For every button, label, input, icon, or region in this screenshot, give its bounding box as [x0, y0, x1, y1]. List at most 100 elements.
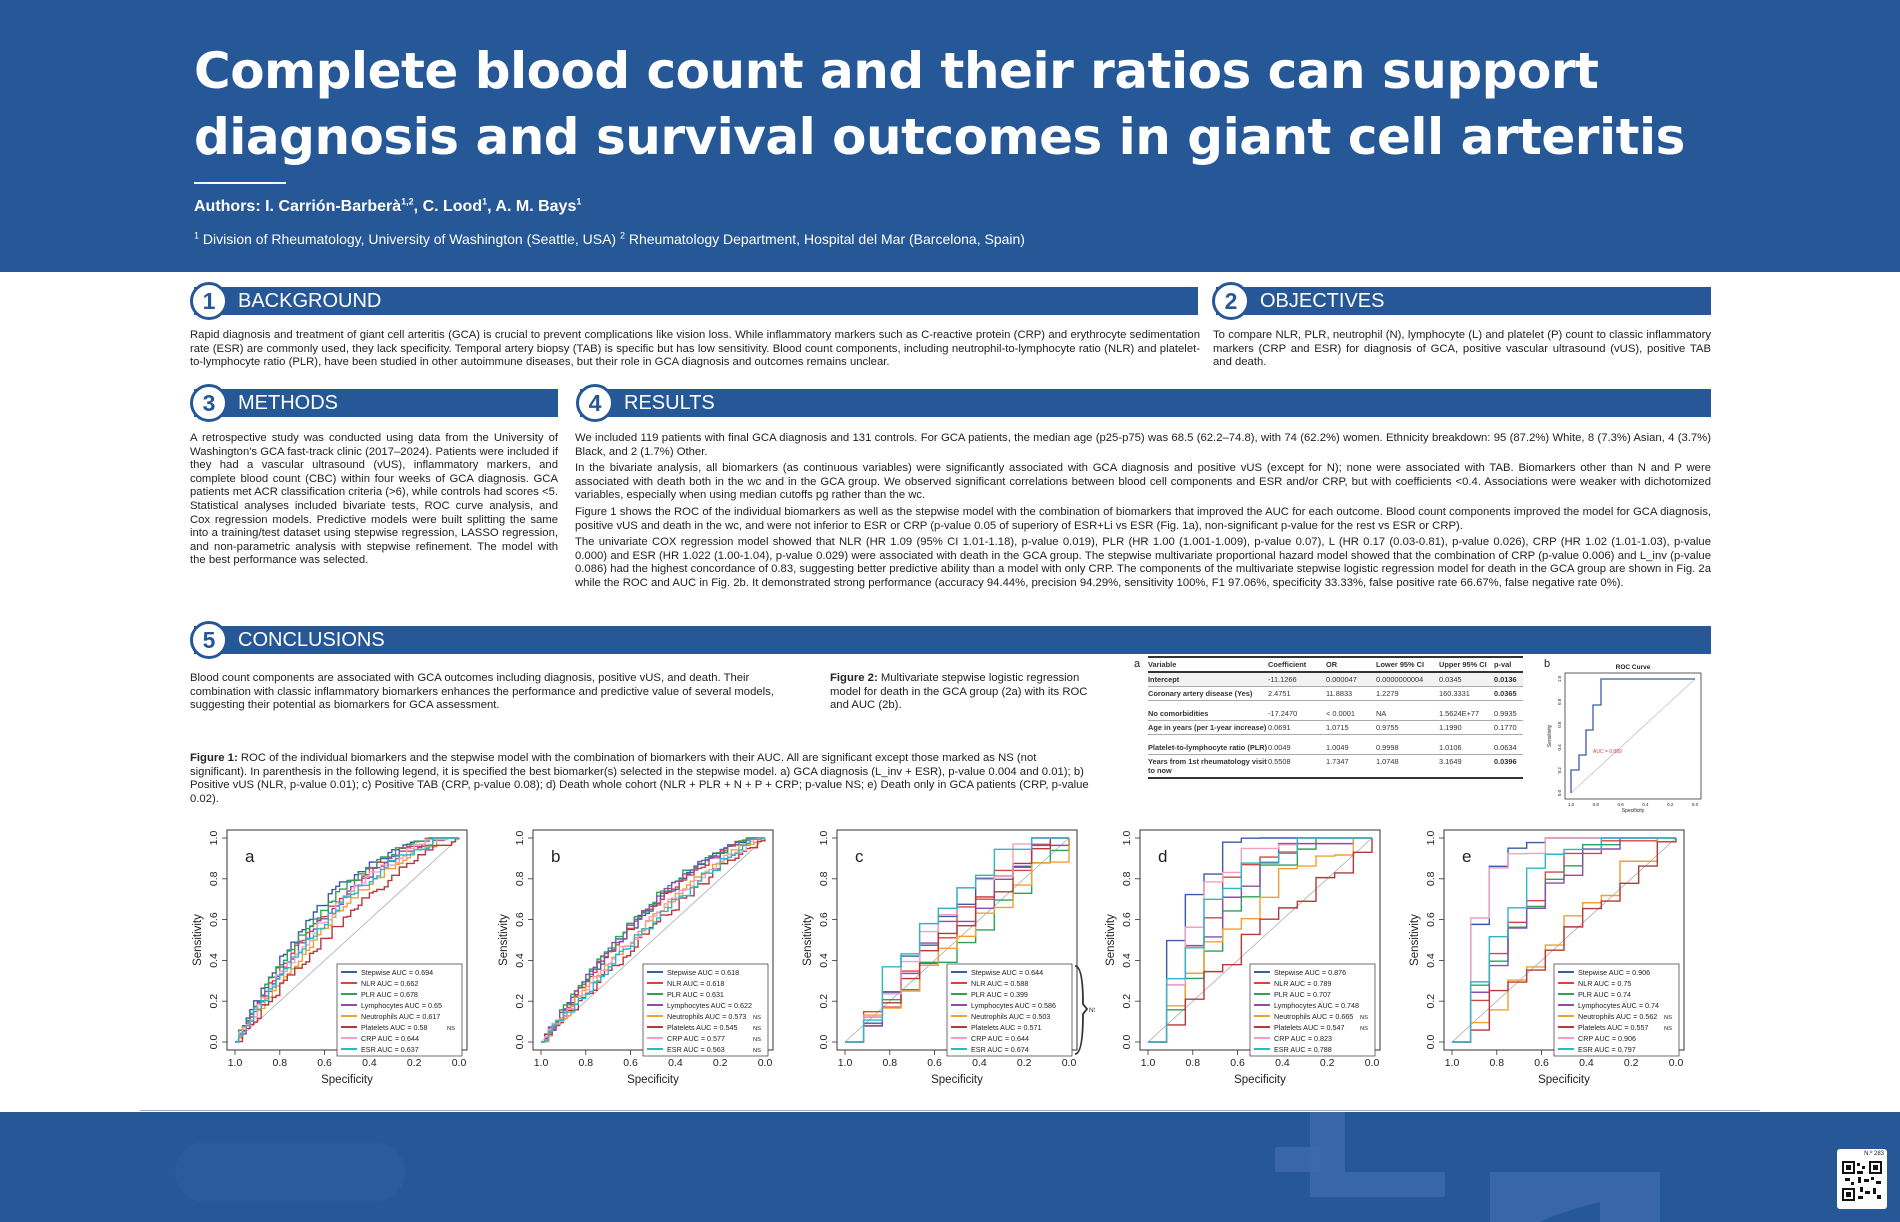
qr-code[interactable]: N.º 283 [1837, 1149, 1887, 1209]
table-row: Coronary artery disease (Yes) 2.4751 11.88… [1148, 687, 1523, 701]
table-cell: 0.0345 [1439, 675, 1462, 684]
legend-label: ESR AUC = 0.637 [361, 1045, 419, 1054]
roc-chart-d-svg: d 1.0 0.8 0.6 0.4 0.2 0.0 0.0 0.2 0.4 0.6 0.8 1.0 Spe… [1105, 829, 1381, 1086]
roc-chart-d: d 1.0 0.8 0.6 0.4 0.2 0.0 0.0 0.2 0.4 0.6 0.8 1.0 Spe… [1098, 822, 1398, 1097]
legend-box [946, 963, 1073, 1057]
roc-line-esr [1452, 837, 1676, 1043]
x-tick-label: 1.0 [534, 1057, 549, 1069]
y-tick-label: 0.0 [1425, 1035, 1437, 1050]
y-tick-label: 1.0 [818, 831, 830, 846]
table-row: Intercept -11.1266 0.000047 0.0000000004 0.0… [1148, 673, 1523, 687]
section-title: METHODS [238, 391, 338, 414]
y-tick-label: 0.2 [514, 994, 526, 1009]
legend-ns-mark: NS [753, 1037, 761, 1043]
legend-label: PLR AUC = 0.678 [361, 990, 418, 999]
legend-box [336, 963, 463, 1057]
roc-line-lymphocytes [1452, 837, 1676, 1043]
figure-2b-svg: ROC Curve AUC = 0.889 Sensitivity Specif… [1547, 664, 1702, 814]
results-paragraph-1: We included 119 patients with final GCA … [575, 432, 1711, 458]
y-tick-label: 0.8 [1425, 871, 1437, 886]
table-row: Platelet-to-lymphocyte ratio (PLR) 0.0049… [1148, 741, 1523, 755]
fig2b-xtick: 0.2 [1667, 802, 1674, 807]
legend-label: Neutrophils AUC = 0.562 [1578, 1012, 1657, 1021]
section-number: 3 [190, 384, 228, 422]
title-line-1: Complete blood count and their ratios ca… [194, 42, 1599, 100]
legend-label: ESR AUC = 0.674 [971, 1045, 1029, 1054]
legend-label: CRP AUC = 0.644 [361, 1034, 419, 1043]
affil-sup-1: 1 [194, 230, 200, 241]
section-number: 5 [190, 621, 228, 659]
roc-line-platelets [1148, 838, 1373, 1043]
y-tick-label: 0.6 [514, 912, 526, 927]
section-results-header: 4 RESULTS [576, 384, 1711, 422]
y-tick-label: 0.6 [208, 912, 220, 927]
y-axis-label: Sensitivity [1409, 914, 1421, 966]
legend-label: Neutrophils AUC = 0.665 [1274, 1012, 1353, 1021]
author-1-affil: 1,2 [401, 196, 414, 207]
legend-box [1553, 963, 1680, 1057]
legend-ns-mark: NS [447, 1026, 455, 1032]
authors: Authors: I. Carrión-Barberà1,2, C. Lood1… [194, 196, 582, 215]
x-tick-label: 0.0 [758, 1057, 773, 1069]
author-1: I. Carrión-Barberà [265, 198, 402, 215]
panel-letter: d [1158, 847, 1167, 866]
legend-box [642, 963, 769, 1057]
roc-chart-e-svg: e 1.0 0.8 0.6 0.4 0.2 0.0 0.0 0.2 0.4 0.6 0.8 1.0 Spe… [1409, 829, 1685, 1086]
x-tick-label: 0.6 [927, 1057, 942, 1069]
table-cell: 1.0106 [1439, 743, 1462, 752]
section-background-header: 1 BACKGROUND [190, 282, 1198, 320]
x-axis-label: Specificity [627, 1074, 679, 1086]
x-tick-label: 0.0 [1062, 1057, 1077, 1069]
author-3-affil: 1 [576, 196, 582, 207]
table-cell: 0.1770 [1494, 723, 1517, 732]
legend-label: Lymphocytes AUC = 0.74 [1578, 1001, 1659, 1010]
legend-label: Neutrophils AUC = 0.573 [667, 1012, 746, 1021]
figure-1-label: Figure 1: [190, 752, 238, 764]
table-row: Years from 1st rheumatology visit to now… [1148, 755, 1523, 779]
roc-line-plr [235, 837, 459, 1043]
table-cell: Years from 1st rheumatology visit to now [1148, 757, 1267, 775]
footer-ornament-left [1310, 1112, 1445, 1197]
roc-line-esr [1148, 837, 1372, 1043]
section-title: RESULTS [624, 391, 715, 414]
x-tick-label: 0.6 [317, 1057, 332, 1069]
figure-2b-roc: ROC Curve AUC = 0.889 Sensitivity Specif… [1543, 660, 1703, 815]
fig2b-ytick: 0.2 [1557, 767, 1562, 774]
y-tick-label: 0.0 [818, 1035, 830, 1050]
roc-chart-c-svg: c 1.0 0.8 0.6 0.4 0.2 0.0 0.0 0.2 0.4 0.6 0.8 1.0 Spe… [802, 829, 1099, 1086]
panel-letter: a [245, 847, 255, 866]
table-cell: 1.1990 [1439, 723, 1462, 732]
x-axis-label: Specificity [1538, 1074, 1590, 1086]
section-title: BACKGROUND [238, 289, 382, 312]
y-tick-label: 0.8 [208, 871, 220, 886]
table-cell: 0.0691 [1268, 723, 1291, 732]
y-tick-label: 0.8 [1121, 871, 1133, 886]
y-tick-label: 0.6 [818, 912, 830, 927]
author-2-affil: 1 [482, 196, 488, 207]
fig2b-ylabel: Sensitivity [1547, 724, 1553, 747]
roc-chart-b-svg: b 1.0 0.8 0.6 0.4 0.2 0.0 0.0 0.2 0.4 0.6 0.8 1.0 Spe… [498, 829, 774, 1086]
results-paragraph-3: Figure 1 shows the ROC of the individual… [575, 505, 1711, 532]
table-cell: Age in years (per 1-year increase) [1148, 723, 1267, 732]
table-cell: 1.5624E+77 [1439, 709, 1480, 718]
title-divider [194, 182, 286, 184]
fig2b-xtick: 0.0 [1692, 802, 1699, 807]
figure-2-label: Figure 2: [830, 672, 878, 684]
legend-label: PLR AUC = 0.707 [1274, 990, 1331, 999]
table-cell: 1.0748 [1376, 757, 1399, 766]
footer-ornament-small [1275, 1147, 1320, 1172]
x-tick-label: 0.4 [362, 1057, 377, 1069]
table-cell: -17.2470 [1268, 709, 1298, 718]
affiliation-1: Division of Rheumatology, University of … [199, 231, 620, 247]
poster-footer [0, 1112, 1900, 1222]
footer-logo-shape [175, 1142, 405, 1202]
footer-decoration [175, 1112, 1660, 1222]
x-tick-label: 0.2 [713, 1057, 728, 1069]
figure-1-caption: Figure 1: ROC of the individual biomarke… [190, 752, 1095, 806]
figure-2b-letter: b [1544, 658, 1551, 670]
x-tick-label: 0.8 [1185, 1057, 1200, 1069]
y-tick-label: 0.0 [208, 1035, 220, 1050]
y-axis-label: Sensitivity [802, 914, 814, 966]
y-axis-label: Sensitivity [1105, 914, 1117, 966]
y-tick-label: 0.6 [1425, 912, 1437, 927]
